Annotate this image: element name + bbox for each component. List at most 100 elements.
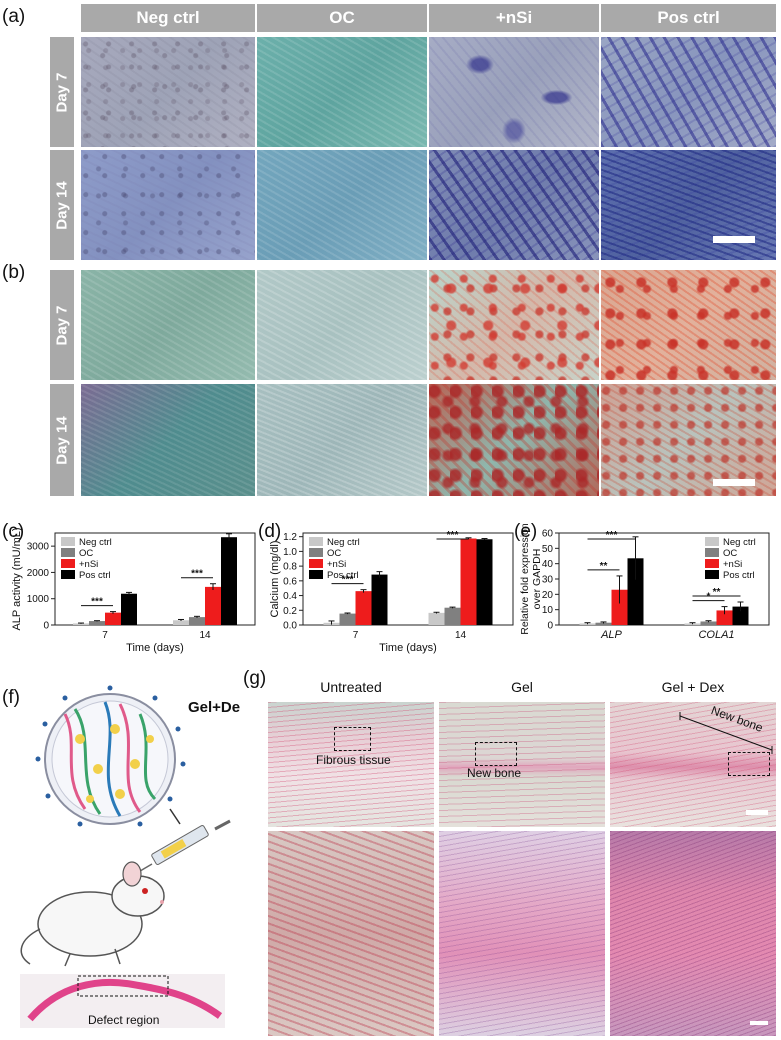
legend-swatch	[61, 548, 75, 557]
column-header-oc: OC	[257, 4, 427, 32]
bar	[371, 574, 388, 625]
y-tick-label: 40	[542, 559, 554, 570]
y-tick-label: 1.0	[283, 547, 297, 558]
legend-swatch	[61, 537, 75, 546]
micrograph-alp-neg-ctrl-day7	[81, 37, 255, 147]
scale-bar	[750, 1021, 768, 1025]
y-tick-label: 0.2	[283, 606, 297, 617]
bar	[355, 591, 372, 625]
panel-label-e: (e)	[514, 521, 538, 542]
legend-swatch	[309, 559, 323, 568]
column-header-untreated: Untreated	[320, 679, 382, 695]
column-header-gel-dex: Gel + Dex	[661, 679, 725, 695]
arrow-line	[169, 808, 181, 825]
y-tick-label: 0.4	[283, 591, 297, 602]
histology-gel-low-mag: New bone	[439, 702, 605, 827]
legend-label: OC	[327, 548, 341, 559]
scale-bar	[746, 810, 768, 815]
significance-label: ***	[606, 530, 618, 541]
column-header-nsi: +nSi	[429, 4, 599, 32]
x-tick-label: 7	[353, 630, 359, 641]
legend-label: Neg ctrl	[79, 537, 112, 548]
new-bone-bracket	[679, 712, 773, 754]
zoom-region-box	[475, 742, 517, 766]
micrograph-alp-neg-ctrl-day14	[81, 150, 255, 260]
micrograph-alp-pos-ctrl-day7	[601, 37, 776, 147]
legend-label: Pos ctrl	[723, 570, 755, 581]
bar	[716, 610, 733, 625]
y-axis-label: Calcium (mg/dl)	[269, 540, 281, 617]
row-header-label: Day 7	[53, 304, 71, 346]
defect-photo: Defect region	[20, 974, 225, 1028]
panel-label-f: (f)	[2, 687, 20, 708]
legend-label: OC	[79, 548, 93, 559]
y-tick-label: 10	[542, 605, 554, 616]
calcium-chart: 0.0 0.2 0.4 0.6 0.8 1.0 1.2 7 14 Time (days) Calci…	[269, 530, 514, 654]
y-tick-label: 0	[547, 621, 553, 632]
histology-gel-dex-low-mag: New bone	[610, 702, 776, 827]
row-header-label: Day 7	[53, 71, 71, 113]
y-tick-label: 3000	[27, 542, 50, 553]
micrograph-ars-pos-ctrl-day7	[601, 270, 776, 380]
bar	[444, 607, 461, 625]
fibrous-tissue-label: Fibrous tissue	[316, 753, 391, 767]
gel-dex-label: Gel+Dex	[188, 699, 240, 716]
bar	[105, 612, 121, 625]
column-header-neg-ctrl: Neg ctrl	[81, 4, 255, 32]
bar	[732, 606, 749, 625]
y-tick-label: 0.0	[283, 621, 297, 632]
row-header-day14-a: Day 14	[50, 150, 74, 260]
bar	[339, 613, 356, 625]
micrograph-ars-neg-ctrl-day14	[81, 384, 255, 496]
x-axis-label: Time (days)	[126, 642, 184, 654]
panel-label-b: (b)	[2, 262, 26, 283]
y-axis-label: over GAPDH	[531, 549, 543, 610]
new-bone-label-gel: New bone	[467, 766, 522, 780]
micrograph-alp-oc-day14	[257, 150, 427, 260]
y-tick-label: 1.2	[283, 532, 297, 543]
bar	[476, 539, 493, 625]
bar	[89, 621, 105, 625]
panel-label-a: (a)	[2, 6, 26, 27]
legend-label: +nSi	[723, 559, 742, 570]
histology-gel-dex-high-mag	[610, 831, 776, 1036]
micrograph-ars-nsi-day14	[429, 384, 599, 496]
y-tick-label: 0.8	[283, 562, 297, 573]
scale-bar	[713, 479, 755, 486]
micrograph-alp-oc-day7	[257, 37, 427, 147]
legend-swatch	[309, 570, 323, 579]
legend-label: Neg ctrl	[723, 537, 756, 548]
significance-label: ***	[91, 597, 103, 608]
legend-label: Pos ctrl	[327, 570, 359, 581]
column-header-pos-ctrl: Pos ctrl	[601, 4, 776, 32]
micrograph-ars-neg-ctrl-day7	[81, 270, 255, 380]
zoom-region-box	[334, 727, 371, 751]
defect-region-label: Defect region	[88, 1013, 159, 1027]
x-tick-label: COLA1	[698, 629, 734, 641]
histology-untreated-low-mag: Fibrous tissue	[268, 702, 434, 827]
bar	[595, 622, 612, 625]
y-tick-label: 2000	[27, 568, 50, 579]
syringe-illustration	[134, 819, 231, 875]
panel-label-d: (d)	[258, 521, 282, 542]
alp-activity-chart: 0 1000 2000 3000 7 14 Time (days) ALP activity …	[11, 527, 256, 654]
significance-label: ***	[191, 569, 203, 580]
x-tick-label: 14	[199, 630, 211, 641]
bar	[579, 623, 596, 625]
x-axis-label: Time (days)	[379, 642, 437, 654]
y-tick-label: 50	[542, 544, 554, 555]
row-header-day7-a: Day 7	[50, 37, 74, 147]
bar	[627, 558, 644, 625]
row-header-label: Day 14	[53, 415, 71, 465]
legend-swatch	[309, 548, 323, 557]
micrograph-ars-pos-ctrl-day14	[601, 384, 776, 496]
legend-swatch	[705, 559, 719, 568]
micrograph-ars-oc-day14	[257, 384, 427, 496]
y-tick-label: 30	[542, 575, 554, 586]
micrograph-ars-nsi-day7	[429, 270, 599, 380]
panel-label-g: (g)	[243, 668, 267, 689]
x-tick-label: 14	[455, 630, 467, 641]
x-tick-label: ALP	[600, 629, 622, 641]
legend-swatch	[705, 570, 719, 579]
histology-gel-high-mag	[439, 831, 605, 1036]
